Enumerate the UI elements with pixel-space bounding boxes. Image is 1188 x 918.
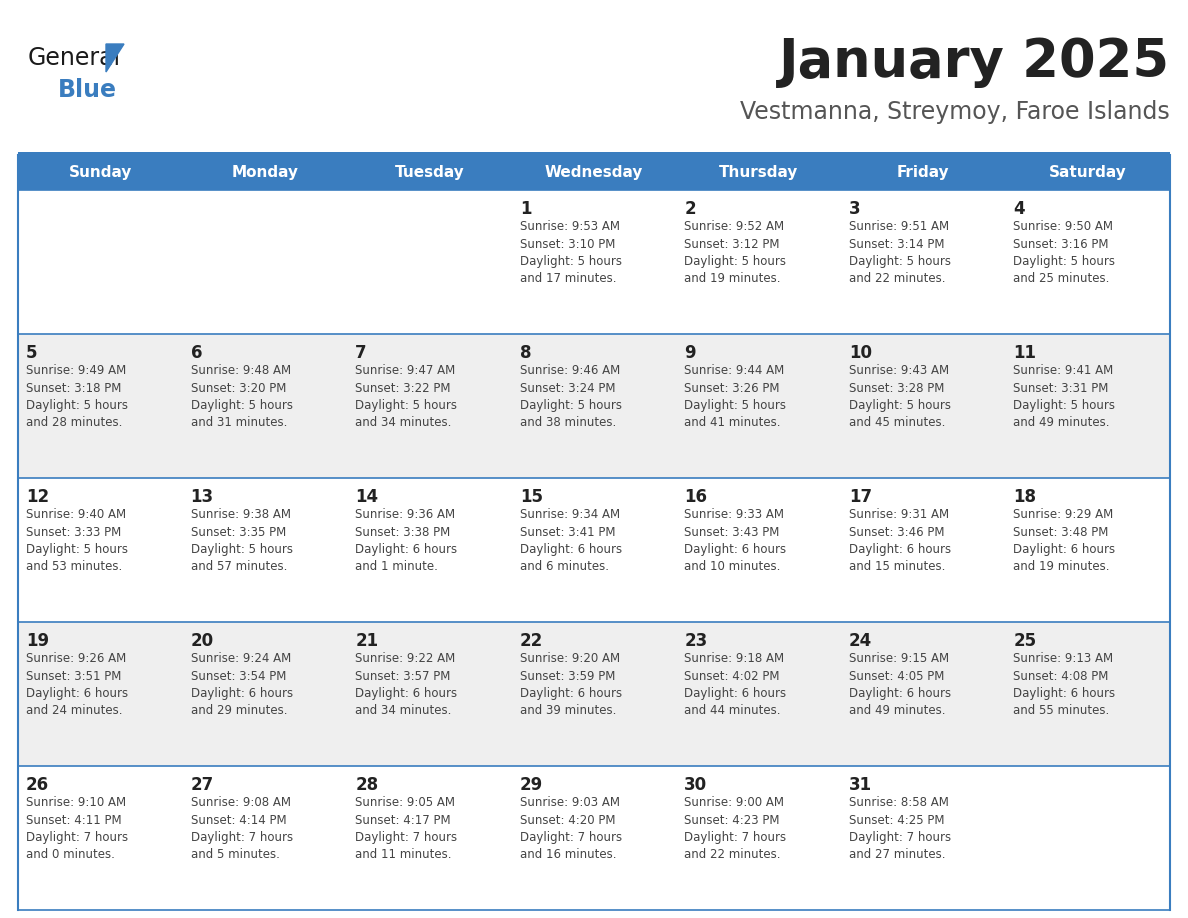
Text: 2: 2	[684, 200, 696, 218]
Text: Monday: Monday	[232, 165, 298, 180]
Text: Blue: Blue	[58, 78, 116, 102]
Polygon shape	[106, 44, 124, 72]
Text: Sunday: Sunday	[69, 165, 132, 180]
Text: Wednesday: Wednesday	[545, 165, 643, 180]
Text: 13: 13	[190, 488, 214, 506]
Text: 5: 5	[26, 344, 38, 362]
Bar	[676, 155, 841, 190]
Text: Sunrise: 9:46 AM
Sunset: 3:24 PM
Daylight: 5 hours
and 38 minutes.: Sunrise: 9:46 AM Sunset: 3:24 PM Dayligh…	[519, 364, 621, 430]
Bar	[18, 155, 183, 190]
Text: 9: 9	[684, 344, 696, 362]
Text: 22: 22	[519, 632, 543, 650]
Text: 6: 6	[190, 344, 202, 362]
Text: 19: 19	[26, 632, 49, 650]
Text: 24: 24	[849, 632, 872, 650]
Text: 27: 27	[190, 776, 214, 794]
Text: Sunrise: 9:41 AM
Sunset: 3:31 PM
Daylight: 5 hours
and 49 minutes.: Sunrise: 9:41 AM Sunset: 3:31 PM Dayligh…	[1013, 364, 1116, 430]
Text: Sunrise: 9:48 AM
Sunset: 3:20 PM
Daylight: 5 hours
and 31 minutes.: Sunrise: 9:48 AM Sunset: 3:20 PM Dayligh…	[190, 364, 292, 430]
Text: 7: 7	[355, 344, 367, 362]
Text: Sunrise: 9:50 AM
Sunset: 3:16 PM
Daylight: 5 hours
and 25 minutes.: Sunrise: 9:50 AM Sunset: 3:16 PM Dayligh…	[1013, 220, 1116, 285]
Text: Sunrise: 9:53 AM
Sunset: 3:10 PM
Daylight: 5 hours
and 17 minutes.: Sunrise: 9:53 AM Sunset: 3:10 PM Dayligh…	[519, 220, 621, 285]
Text: 12: 12	[26, 488, 49, 506]
Text: Sunrise: 9:40 AM
Sunset: 3:33 PM
Daylight: 5 hours
and 53 minutes.: Sunrise: 9:40 AM Sunset: 3:33 PM Dayligh…	[26, 508, 128, 574]
Text: Sunrise: 9:31 AM
Sunset: 3:46 PM
Daylight: 6 hours
and 15 minutes.: Sunrise: 9:31 AM Sunset: 3:46 PM Dayligh…	[849, 508, 950, 574]
Text: Sunrise: 9:22 AM
Sunset: 3:57 PM
Daylight: 6 hours
and 34 minutes.: Sunrise: 9:22 AM Sunset: 3:57 PM Dayligh…	[355, 652, 457, 718]
Text: Sunrise: 9:47 AM
Sunset: 3:22 PM
Daylight: 5 hours
and 34 minutes.: Sunrise: 9:47 AM Sunset: 3:22 PM Dayligh…	[355, 364, 457, 430]
Text: Sunrise: 9:18 AM
Sunset: 4:02 PM
Daylight: 6 hours
and 44 minutes.: Sunrise: 9:18 AM Sunset: 4:02 PM Dayligh…	[684, 652, 786, 718]
Text: Sunrise: 9:52 AM
Sunset: 3:12 PM
Daylight: 5 hours
and 19 minutes.: Sunrise: 9:52 AM Sunset: 3:12 PM Dayligh…	[684, 220, 786, 285]
Text: Sunrise: 9:38 AM
Sunset: 3:35 PM
Daylight: 5 hours
and 57 minutes.: Sunrise: 9:38 AM Sunset: 3:35 PM Dayligh…	[190, 508, 292, 574]
Text: Sunrise: 9:29 AM
Sunset: 3:48 PM
Daylight: 6 hours
and 19 minutes.: Sunrise: 9:29 AM Sunset: 3:48 PM Dayligh…	[1013, 508, 1116, 574]
Bar	[841, 155, 1005, 190]
Text: 8: 8	[519, 344, 531, 362]
Text: Sunrise: 9:13 AM
Sunset: 4:08 PM
Daylight: 6 hours
and 55 minutes.: Sunrise: 9:13 AM Sunset: 4:08 PM Dayligh…	[1013, 652, 1116, 718]
Text: 3: 3	[849, 200, 860, 218]
Text: Sunrise: 9:51 AM
Sunset: 3:14 PM
Daylight: 5 hours
and 22 minutes.: Sunrise: 9:51 AM Sunset: 3:14 PM Dayligh…	[849, 220, 950, 285]
Bar	[18, 190, 1170, 334]
Text: Sunrise: 9:43 AM
Sunset: 3:28 PM
Daylight: 5 hours
and 45 minutes.: Sunrise: 9:43 AM Sunset: 3:28 PM Dayligh…	[849, 364, 950, 430]
Text: 10: 10	[849, 344, 872, 362]
Text: 16: 16	[684, 488, 707, 506]
Text: Sunrise: 9:44 AM
Sunset: 3:26 PM
Daylight: 5 hours
and 41 minutes.: Sunrise: 9:44 AM Sunset: 3:26 PM Dayligh…	[684, 364, 786, 430]
Text: Sunrise: 9:34 AM
Sunset: 3:41 PM
Daylight: 6 hours
and 6 minutes.: Sunrise: 9:34 AM Sunset: 3:41 PM Dayligh…	[519, 508, 621, 574]
Text: 25: 25	[1013, 632, 1037, 650]
Text: 11: 11	[1013, 344, 1036, 362]
Text: 26: 26	[26, 776, 49, 794]
Text: 4: 4	[1013, 200, 1025, 218]
Text: January 2025: January 2025	[779, 36, 1170, 88]
Bar	[1005, 155, 1170, 190]
Bar	[18, 766, 1170, 910]
Text: 21: 21	[355, 632, 378, 650]
Text: Sunrise: 9:33 AM
Sunset: 3:43 PM
Daylight: 6 hours
and 10 minutes.: Sunrise: 9:33 AM Sunset: 3:43 PM Dayligh…	[684, 508, 786, 574]
Text: Vestmanna, Streymoy, Faroe Islands: Vestmanna, Streymoy, Faroe Islands	[740, 100, 1170, 124]
Text: Saturday: Saturday	[1049, 165, 1126, 180]
Text: 30: 30	[684, 776, 707, 794]
Text: 15: 15	[519, 488, 543, 506]
Text: Sunrise: 9:24 AM
Sunset: 3:54 PM
Daylight: 6 hours
and 29 minutes.: Sunrise: 9:24 AM Sunset: 3:54 PM Dayligh…	[190, 652, 292, 718]
Text: 1: 1	[519, 200, 531, 218]
Bar	[18, 152, 1170, 155]
Bar	[18, 334, 1170, 478]
Bar	[18, 478, 1170, 622]
Bar	[347, 155, 512, 190]
Text: Sunrise: 9:26 AM
Sunset: 3:51 PM
Daylight: 6 hours
and 24 minutes.: Sunrise: 9:26 AM Sunset: 3:51 PM Dayligh…	[26, 652, 128, 718]
Bar	[183, 155, 347, 190]
Text: 29: 29	[519, 776, 543, 794]
Text: Sunrise: 9:36 AM
Sunset: 3:38 PM
Daylight: 6 hours
and 1 minute.: Sunrise: 9:36 AM Sunset: 3:38 PM Dayligh…	[355, 508, 457, 574]
Text: 17: 17	[849, 488, 872, 506]
Bar	[18, 622, 1170, 766]
Text: 28: 28	[355, 776, 378, 794]
Text: Thursday: Thursday	[719, 165, 798, 180]
Text: 20: 20	[190, 632, 214, 650]
Text: 31: 31	[849, 776, 872, 794]
Text: 14: 14	[355, 488, 378, 506]
Text: General: General	[29, 46, 121, 70]
Text: Sunrise: 9:20 AM
Sunset: 3:59 PM
Daylight: 6 hours
and 39 minutes.: Sunrise: 9:20 AM Sunset: 3:59 PM Dayligh…	[519, 652, 621, 718]
Text: Sunrise: 9:49 AM
Sunset: 3:18 PM
Daylight: 5 hours
and 28 minutes.: Sunrise: 9:49 AM Sunset: 3:18 PM Dayligh…	[26, 364, 128, 430]
Text: Tuesday: Tuesday	[394, 165, 465, 180]
Text: Sunrise: 8:58 AM
Sunset: 4:25 PM
Daylight: 7 hours
and 27 minutes.: Sunrise: 8:58 AM Sunset: 4:25 PM Dayligh…	[849, 796, 950, 861]
Text: 18: 18	[1013, 488, 1036, 506]
Text: 23: 23	[684, 632, 708, 650]
Bar	[512, 155, 676, 190]
Text: Sunrise: 9:15 AM
Sunset: 4:05 PM
Daylight: 6 hours
and 49 minutes.: Sunrise: 9:15 AM Sunset: 4:05 PM Dayligh…	[849, 652, 950, 718]
Text: Sunrise: 9:05 AM
Sunset: 4:17 PM
Daylight: 7 hours
and 11 minutes.: Sunrise: 9:05 AM Sunset: 4:17 PM Dayligh…	[355, 796, 457, 861]
Text: Sunrise: 9:10 AM
Sunset: 4:11 PM
Daylight: 7 hours
and 0 minutes.: Sunrise: 9:10 AM Sunset: 4:11 PM Dayligh…	[26, 796, 128, 861]
Text: Sunrise: 9:08 AM
Sunset: 4:14 PM
Daylight: 7 hours
and 5 minutes.: Sunrise: 9:08 AM Sunset: 4:14 PM Dayligh…	[190, 796, 292, 861]
Text: Sunrise: 9:00 AM
Sunset: 4:23 PM
Daylight: 7 hours
and 22 minutes.: Sunrise: 9:00 AM Sunset: 4:23 PM Dayligh…	[684, 796, 786, 861]
Text: Friday: Friday	[897, 165, 949, 180]
Text: Sunrise: 9:03 AM
Sunset: 4:20 PM
Daylight: 7 hours
and 16 minutes.: Sunrise: 9:03 AM Sunset: 4:20 PM Dayligh…	[519, 796, 621, 861]
